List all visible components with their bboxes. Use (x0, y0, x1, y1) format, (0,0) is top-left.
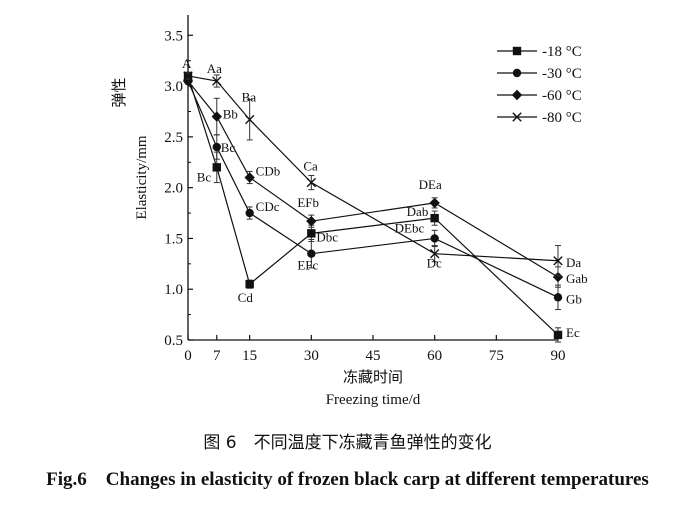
marker-stroke (212, 76, 222, 86)
y-axis-label-english: Elasticity/mm (134, 135, 150, 219)
significance-label: Gab (566, 271, 588, 286)
figure-caption-english: Fig.6 Changes in elasticity of frozen bl… (46, 469, 649, 490)
data-point (245, 279, 254, 289)
significance-label: A (182, 56, 192, 71)
x-tick-label: 7 (213, 348, 221, 364)
data-point (306, 215, 317, 227)
significance-label: Bc (221, 140, 236, 155)
significance-label: Cd (238, 290, 254, 305)
series-line (187, 75, 559, 262)
data-point (553, 330, 563, 340)
data-point (552, 271, 564, 283)
data-point (429, 248, 440, 259)
significance-label: DEa (419, 177, 442, 192)
data-point (553, 293, 563, 302)
significance-label: Ec (566, 325, 580, 340)
marker-stroke (553, 256, 563, 266)
series-line (187, 80, 559, 278)
legend-label: -60 °C (542, 88, 582, 104)
data-point (212, 142, 221, 152)
x-axis-label-english: Freezing time/d (326, 392, 421, 408)
y-tick-label: 2.5 (164, 130, 183, 146)
marker-stroke (244, 114, 255, 125)
significance-label: EFb (297, 195, 319, 210)
significance-label: Aa (207, 61, 222, 76)
data-point (244, 114, 255, 125)
y-tick-label: 1.5 (164, 231, 183, 247)
x-axis-label-chinese: 冻藏时间 (343, 368, 403, 386)
marker-stroke (183, 71, 193, 81)
data-point (306, 177, 317, 188)
legend-marker (512, 112, 522, 122)
y-tick-label: 3.5 (164, 28, 183, 44)
significance-label: Da (566, 255, 581, 270)
y-tick-label: 0.5 (164, 333, 183, 349)
y-axis-label-chinese: 弹性 (110, 77, 128, 107)
figure-caption-chinese: 图 6 不同温度下冻藏青鱼弹性的变化 (203, 433, 492, 453)
marker-stroke (512, 112, 522, 122)
legend-label: -80 °C (542, 110, 582, 126)
series-line (187, 75, 559, 336)
significance-label: Ca (303, 159, 318, 174)
significance-label: Dc (427, 256, 442, 271)
significance-label: Ba (242, 90, 257, 105)
legend-label: -30 °C (542, 66, 582, 82)
significance-label: DEbc (395, 220, 425, 235)
data-point (553, 256, 563, 266)
marker-stroke (306, 177, 317, 188)
data-point (182, 75, 194, 87)
significance-label: Dab (407, 204, 429, 219)
data-point (307, 249, 316, 258)
y-tick-label: 2.0 (164, 181, 183, 197)
y-tick-label: 1.0 (164, 282, 183, 298)
elasticity-line-chart: 0.5 1.0 1.5 2.0 2.5 3.0 3.5 0 7 15 30 45 60 75 90 A Bc C… (110, 15, 588, 408)
legend-marker (511, 89, 523, 101)
x-tick-label: 30 (304, 348, 319, 364)
legend-marker (512, 46, 522, 56)
x-tick-label: 45 (366, 348, 381, 364)
series-line (187, 80, 559, 298)
legend-marker (512, 68, 522, 78)
marker-stroke (429, 248, 440, 259)
x-tick-label: 60 (427, 348, 442, 364)
significance-label: Gb (566, 291, 582, 306)
significance-label: EFc (297, 258, 318, 273)
significance-label: CDc (256, 199, 280, 214)
data-point (430, 234, 439, 243)
data-point (430, 213, 439, 223)
data-point (212, 76, 222, 86)
data-point (244, 172, 255, 183)
data-point (211, 111, 222, 122)
data-point (307, 229, 316, 238)
x-tick-label: 0 (184, 348, 192, 364)
significance-label: Bc (197, 169, 212, 184)
x-tick-label: 15 (242, 348, 257, 364)
data-point (183, 71, 193, 81)
data-point (429, 197, 440, 209)
y-tick-label: 3.0 (164, 79, 183, 95)
x-tick-label: 75 (489, 348, 504, 364)
legend-label: -18 °C (542, 44, 582, 60)
data-point (245, 208, 254, 218)
significance-label: Dbc (316, 229, 338, 244)
significance-label: Bb (223, 107, 238, 122)
x-tick-label: 90 (551, 348, 566, 364)
data-point (212, 163, 221, 172)
significance-label: CDb (256, 164, 281, 179)
